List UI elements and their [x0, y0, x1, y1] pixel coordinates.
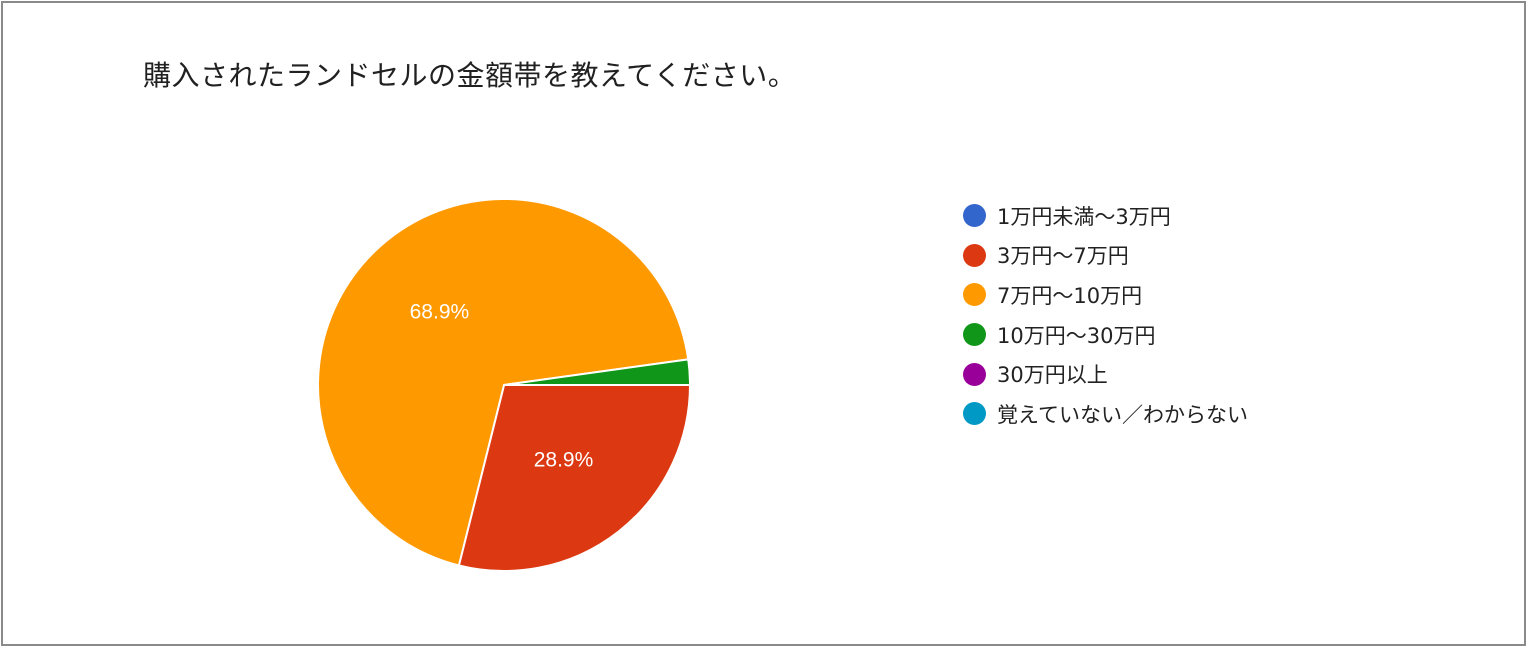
- chart-title: 購入されたランドセルの金額帯を教えてください。: [143, 59, 797, 92]
- legend-item-4: 30万円以上: [963, 354, 1248, 394]
- legend-swatch-2: [963, 283, 986, 307]
- pie-slice-label-1: 28.9%: [534, 449, 594, 472]
- legend-label-2: 7万円〜10万円: [997, 283, 1143, 308]
- legend-swatch-5: [963, 402, 986, 426]
- legend-swatch-0: [963, 204, 986, 228]
- pie-slice-1: [457, 384, 691, 572]
- legend-swatch-3: [963, 323, 986, 347]
- pie-slice-2: [317, 198, 690, 567]
- legend-item-0: 1万円未満〜3万円: [963, 196, 1248, 236]
- legend-item-1: 3万円〜7万円: [963, 236, 1248, 276]
- legend-label-5: 覚えていない／わからない: [997, 402, 1248, 427]
- legend-label-1: 3万円〜7万円: [997, 244, 1129, 269]
- pie-slice-3: [503, 358, 692, 386]
- pie-slice-label-2: 68.9%: [410, 301, 470, 324]
- legend-label-0: 1万円未満〜3万円: [997, 204, 1171, 229]
- legend-swatch-1: [963, 243, 986, 267]
- legend-label-4: 30万円以上: [997, 363, 1108, 388]
- legend-swatch-4: [963, 362, 986, 386]
- chart-legend: 1万円未満〜3万円 3万円〜7万円 7万円〜10万円 10万円〜30万円 30万円以上覚…: [963, 196, 1248, 434]
- legend-label-3: 10万円〜30万円: [997, 323, 1156, 348]
- legend-item-2: 7万円〜10万円: [963, 275, 1248, 315]
- legend-item-3: 10万円〜30万円: [963, 315, 1248, 355]
- legend-item-5: 覚えていない／わからない: [963, 394, 1248, 434]
